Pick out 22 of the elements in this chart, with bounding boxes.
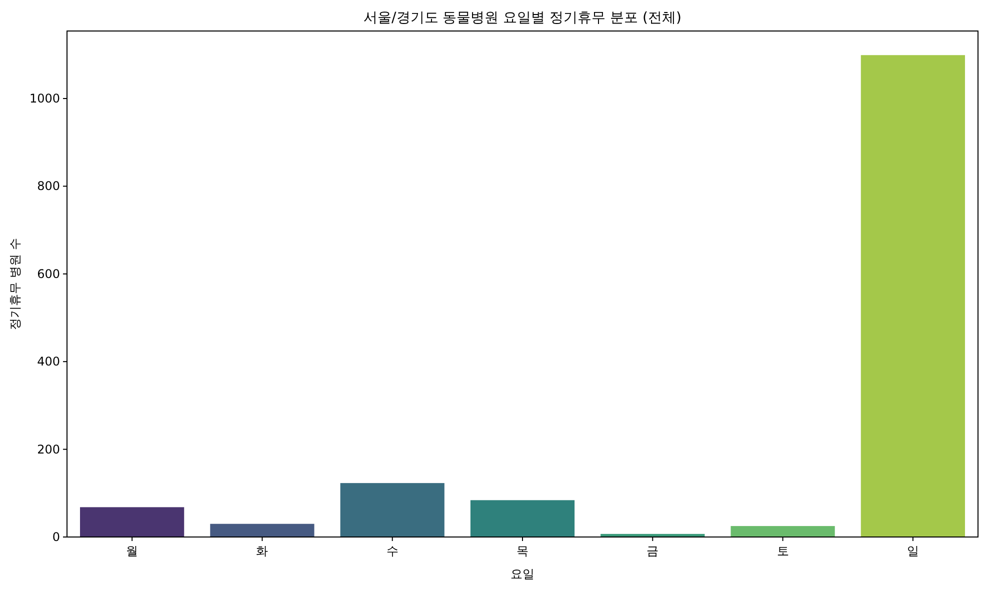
- bar: [470, 500, 575, 537]
- y-tick-label: 1000: [29, 92, 60, 106]
- x-tick-label: 일: [906, 544, 919, 558]
- y-tick-label: 400: [37, 354, 60, 369]
- y-tick-label: 0: [52, 530, 60, 544]
- x-axis-title: 요일: [510, 567, 534, 581]
- x-tick-label: 수: [386, 544, 398, 558]
- bar: [80, 507, 184, 537]
- chart-title: 서울/경기도 동물병원 요일별 정기휴무 분포 (전체): [364, 10, 682, 26]
- y-tick-label: 800: [37, 179, 60, 194]
- y-axis-title: 정기휴무 병원 수: [8, 238, 22, 330]
- x-tick-label: 토: [776, 544, 789, 558]
- bar: [730, 526, 835, 537]
- bar: [340, 483, 444, 537]
- x-tick-label: 목: [516, 544, 528, 558]
- bar: [860, 55, 965, 537]
- y-tick-label: 600: [37, 266, 60, 281]
- y-tick-label: 200: [37, 442, 60, 456]
- bar: [210, 524, 314, 537]
- x-tick-label: 금: [646, 544, 659, 558]
- x-tick-label: 화: [256, 544, 268, 558]
- x-tick-label: 월: [126, 544, 138, 558]
